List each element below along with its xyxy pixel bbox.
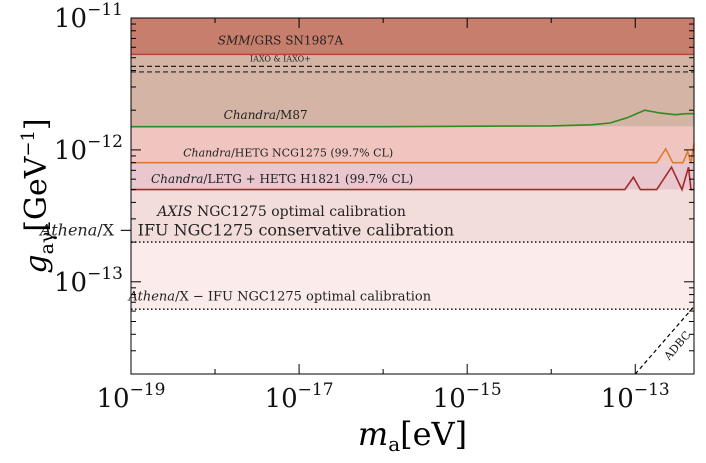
x-axis-label-sub: a xyxy=(388,432,400,456)
line-adbc xyxy=(634,306,695,375)
label-axis: AXIS NGC1275 optimal calibration xyxy=(155,204,406,220)
label-hetg: Chandra/HETG NCG1275 (99.7% CL) xyxy=(183,147,393,160)
curve-chandra-hetg-ncg1275 xyxy=(131,143,695,164)
plot-frame xyxy=(130,17,695,375)
label-letg: Chandra/LETG + HETG H1821 (99.7% CL) xyxy=(151,172,413,186)
label-letg-text: /LETG + HETG H1821 (99.7% CL) xyxy=(203,172,413,186)
label-athena-cons: Athena/X − IFU NGC1275 conservative cali… xyxy=(38,220,454,239)
curve-chandra-m87 xyxy=(131,109,694,128)
band-chandra-hetg-ncg1275 xyxy=(131,126,694,163)
y-tick-label: 10−11 xyxy=(54,0,123,34)
label-iaxo: IAXO & IAXO+ xyxy=(250,54,311,63)
label-smm-italic: SMM xyxy=(218,33,252,47)
y-axis-label-unit: [GeV xyxy=(19,155,54,231)
label-athena-cons-text: /X − IFU NGC1275 conservative calibratio… xyxy=(97,220,454,239)
label-hetg-text: /HETG NCG1275 (99.7% CL) xyxy=(231,147,393,160)
label-letg-italic: Chandra xyxy=(151,172,203,186)
x-tick-label: 10−13 xyxy=(601,380,670,414)
band-athena-x-ifu-ngc1275-conservative xyxy=(131,242,694,310)
label-smm-text: /GRS SN1987A xyxy=(251,33,344,47)
label-athena-opt-italic: Athena xyxy=(127,290,175,305)
adbc-label: ADBC xyxy=(661,329,693,364)
band-chandra-letg-hetg-h1821 xyxy=(131,162,694,190)
exclusion-bands xyxy=(131,18,694,310)
limit-lines: ADBC xyxy=(131,53,695,375)
y-axis-label-group: gaγ[GeV−1] xyxy=(18,118,58,273)
x-axis-label: ma[eV] xyxy=(358,415,467,456)
label-athena-opt: Athena/X − IFU NGC1275 optimal calibrati… xyxy=(127,290,431,305)
x-tick-label: 10−17 xyxy=(265,380,334,414)
x-tick-label: 10−15 xyxy=(433,380,502,414)
y-tick-label: 10−12 xyxy=(54,132,123,166)
label-hetg-italic: Chandra xyxy=(183,147,231,160)
band-axis-ngc1275-optimal-calibration xyxy=(131,189,694,243)
y-axis-label-sub: aγ xyxy=(36,232,58,255)
y-axis-label-main: g xyxy=(19,254,54,273)
label-m87-italic: Chandra xyxy=(224,108,276,122)
curve-chandra-letg-hetg-h1821 xyxy=(131,165,694,192)
y-axis-label: gaγ[GeV−1] xyxy=(18,118,58,273)
label-m87: Chandra/M87 xyxy=(224,108,308,122)
label-athena-opt-text: /X − IFU NGC1275 optimal calibration xyxy=(175,290,432,305)
y-axis-label-unit-sup: −1 xyxy=(18,130,39,157)
label-iaxo-text: IAXO & IAXO+ xyxy=(250,54,311,63)
label-m87-text: /M87 xyxy=(276,108,308,122)
band-smm-grs-sn1987a xyxy=(131,18,694,55)
y-axis-label-unit-end: ] xyxy=(19,118,54,130)
label-athena-cons-italic: Athena xyxy=(38,220,97,239)
axis-ticks xyxy=(130,17,694,375)
y-tick-label: 10−13 xyxy=(54,264,123,298)
label-smm: SMM/GRS SN1987A xyxy=(218,33,344,47)
label-axis-italic: AXIS xyxy=(155,204,192,220)
x-tick-label: 10−19 xyxy=(97,380,166,414)
label-axis-text: NGC1275 optimal calibration xyxy=(193,204,406,220)
x-axis-label-main: m xyxy=(358,415,388,453)
tick-labels: 10−19 10−17 10−15 10−13 10−11 10−12 10−13 xyxy=(54,0,670,414)
band-chandra-m87 xyxy=(131,54,694,127)
x-axis-label-unit: [eV] xyxy=(400,415,467,453)
